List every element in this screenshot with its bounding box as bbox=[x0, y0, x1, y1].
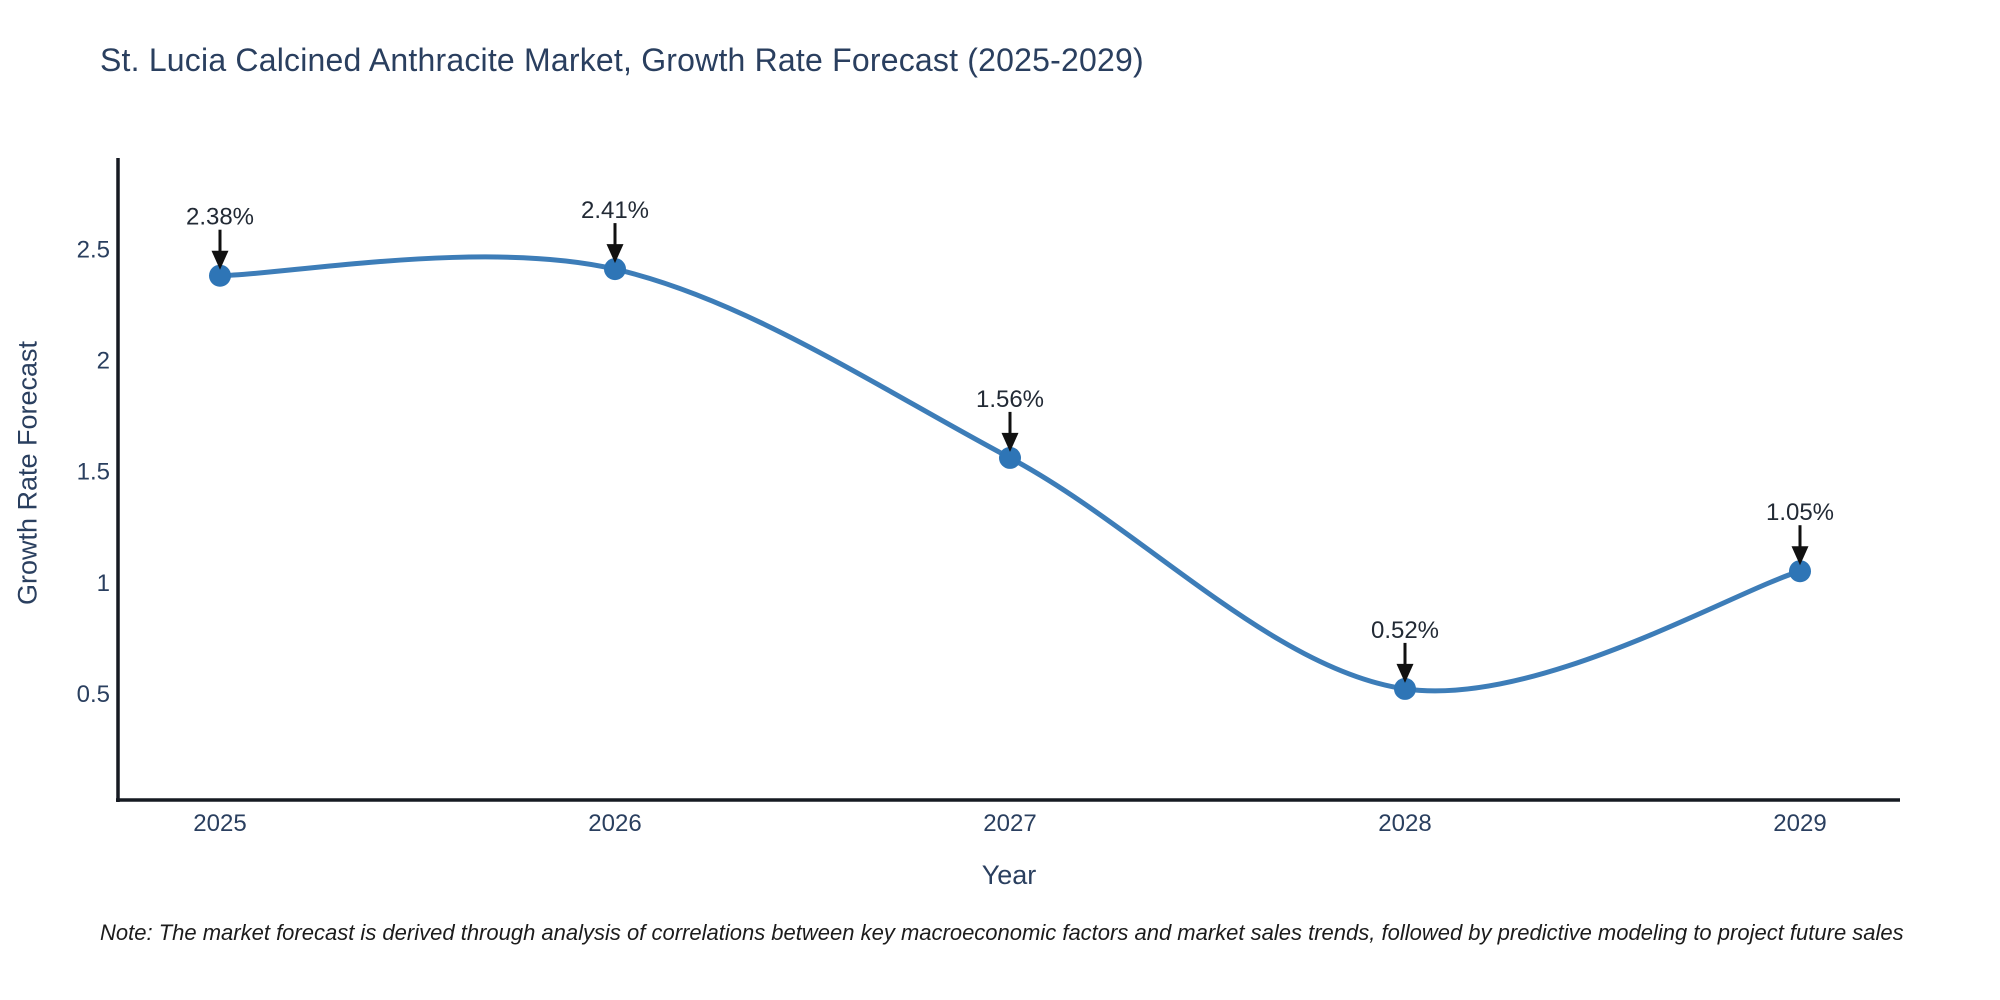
data-point-marker bbox=[209, 264, 231, 287]
y-tick-label: 2 bbox=[97, 348, 110, 375]
annotation-arrowhead bbox=[1001, 432, 1019, 452]
x-tick-label: 2025 bbox=[193, 810, 246, 837]
annotation-arrowhead bbox=[1791, 546, 1809, 566]
point-annotation-label: 2.41% bbox=[581, 197, 649, 224]
data-point-marker bbox=[999, 446, 1021, 469]
point-annotation-label: 0.52% bbox=[1371, 617, 1439, 644]
chart-title: St. Lucia Calcined Anthracite Market, Gr… bbox=[100, 42, 1144, 78]
x-tick-label: 2027 bbox=[983, 810, 1036, 837]
y-tick-label: 2.5 bbox=[77, 237, 110, 264]
annotation-arrowhead bbox=[211, 250, 229, 270]
x-tick-label: 2029 bbox=[1773, 810, 1826, 837]
trend-line bbox=[217, 254, 1803, 694]
y-tick-label: 0.5 bbox=[77, 681, 110, 708]
annotation-arrowhead bbox=[1396, 663, 1414, 683]
footnote-text: Note: The market forecast is derived thr… bbox=[100, 920, 1904, 945]
y-tick-label: 1 bbox=[97, 570, 110, 597]
x-tick-label: 2028 bbox=[1378, 810, 1431, 837]
data-point-marker bbox=[1789, 560, 1811, 583]
y-tick-label: 1.5 bbox=[77, 459, 110, 486]
x-axis-title: Year bbox=[981, 860, 1037, 890]
data-point-marker bbox=[604, 258, 626, 281]
point-annotation-label: 1.05% bbox=[1766, 499, 1834, 526]
point-annotation-label: 2.38% bbox=[186, 204, 254, 231]
x-tick-label: 2026 bbox=[588, 810, 641, 837]
data-point-marker bbox=[1394, 677, 1416, 700]
annotation-arrowhead bbox=[606, 244, 624, 264]
point-annotation-label: 1.56% bbox=[976, 386, 1044, 413]
